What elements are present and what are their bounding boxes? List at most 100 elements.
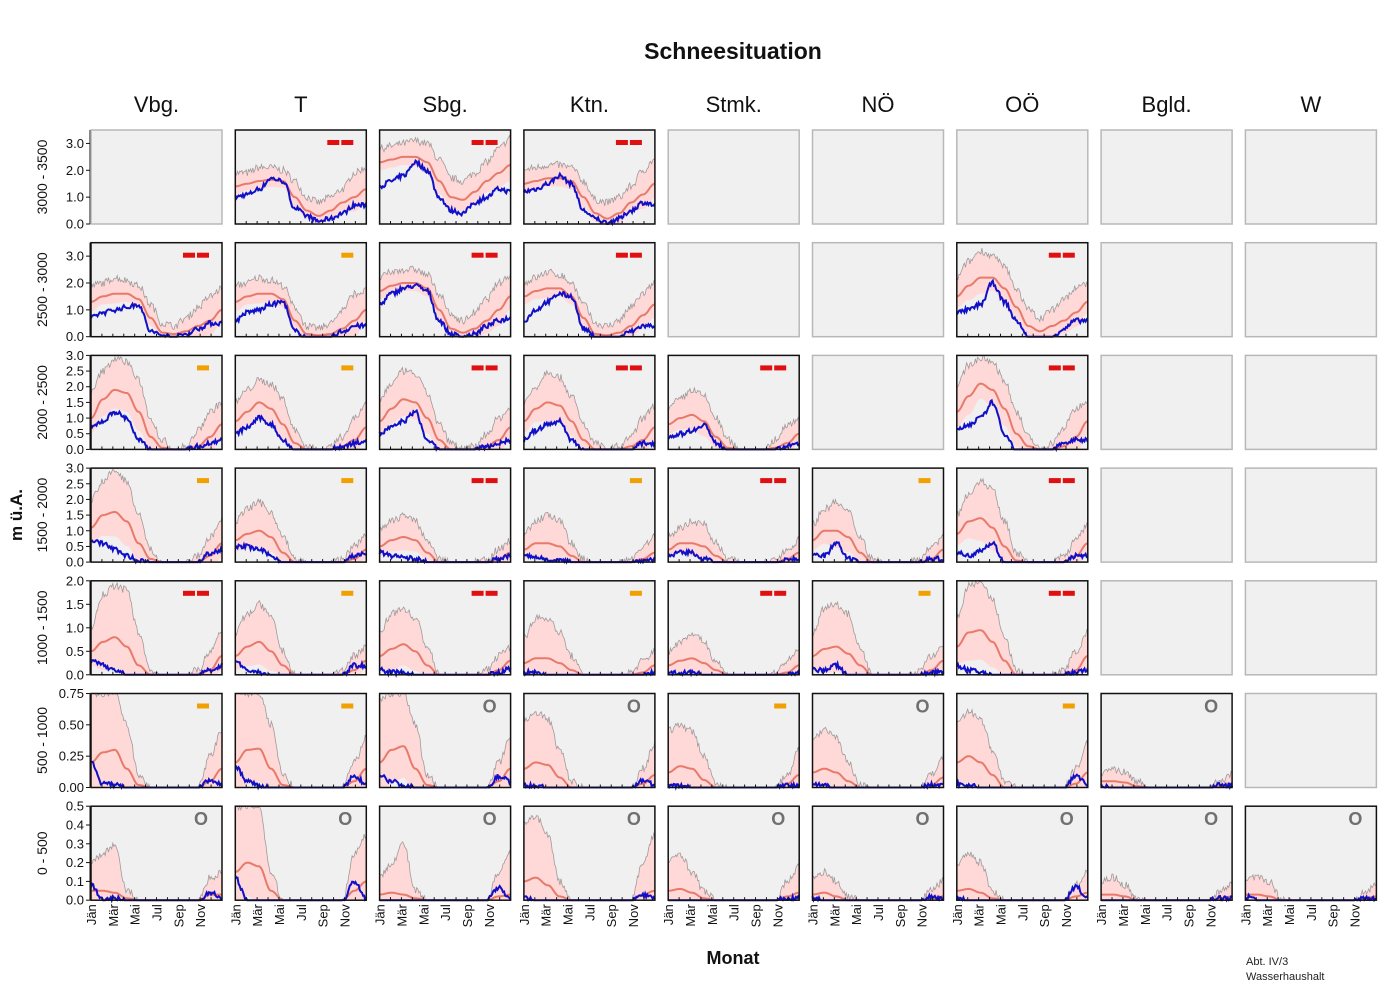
x-tick-label: Mai — [1282, 904, 1297, 925]
panel-border — [1244, 805, 1378, 901]
panel-border — [378, 580, 512, 676]
panel-border — [1244, 580, 1378, 676]
panel-border — [667, 580, 800, 676]
panel-border — [378, 692, 512, 789]
panel-border — [378, 805, 512, 901]
row-label-4: 1000 - 1500 — [34, 590, 50, 665]
status-red-dash — [471, 590, 484, 596]
max-line — [90, 274, 223, 331]
column-header-5: NÖ — [862, 92, 895, 117]
panel-border — [1244, 129, 1378, 225]
panel-border — [667, 805, 800, 901]
y-tick-label: 2.0 — [66, 379, 84, 394]
panel-border — [956, 805, 1089, 901]
panel-1-3 — [523, 241, 656, 341]
max-line — [234, 377, 367, 450]
x-tick-label: Mär — [250, 904, 265, 927]
column-header-1: T — [294, 92, 307, 117]
status-o-symbol: O — [627, 697, 641, 717]
percentile-band — [235, 274, 367, 337]
column-header-3: Ktn. — [570, 92, 609, 117]
x-tick-label: Jän — [1094, 904, 1109, 925]
panel-background — [812, 130, 944, 224]
row-label-3: 1500 - 2000 — [34, 478, 50, 553]
panel-border — [667, 241, 800, 338]
panel-border — [811, 129, 945, 225]
x-tick-label: Sep — [749, 904, 764, 927]
x-tick-label: Jul — [294, 904, 309, 921]
max-line — [379, 134, 511, 185]
median-line — [379, 155, 511, 201]
panel-2-2 — [378, 354, 512, 452]
panel-border — [523, 241, 656, 338]
panel-5-3: O — [523, 692, 656, 790]
panel-1-4 — [667, 241, 800, 338]
panel-1-1 — [234, 241, 368, 338]
status-red-dash — [485, 140, 498, 145]
percentile-band — [668, 387, 800, 450]
panel-3-5 — [811, 467, 945, 564]
y-tick-label: 0.50 — [59, 717, 84, 732]
panel-border — [523, 354, 656, 451]
status-red-dash — [1062, 252, 1075, 258]
y-tick-label: 0.1 — [66, 874, 84, 889]
panel-border — [1244, 467, 1378, 563]
current-season-line — [523, 171, 656, 227]
panel-border — [90, 692, 223, 789]
x-tick-label: Mär — [827, 904, 842, 927]
median-line — [235, 292, 367, 337]
panel-5-6 — [955, 692, 1089, 790]
panel-border — [1100, 241, 1233, 338]
panel-0-5 — [811, 129, 945, 225]
median-line — [523, 401, 656, 451]
current-season-line — [379, 158, 512, 218]
panel-border — [956, 241, 1089, 338]
max-line — [379, 366, 511, 451]
y-axis-label: m ü.A. — [7, 489, 26, 541]
row-label-1: 2500 - 3000 — [34, 252, 50, 327]
percentile-band — [956, 851, 1088, 901]
status-red-dash — [615, 140, 628, 145]
status-red-dash — [615, 365, 628, 371]
status-red-dash — [1048, 365, 1061, 371]
row-label-0: 3000 - 3500 — [34, 139, 50, 214]
panel-4-6 — [955, 580, 1089, 677]
panel-background — [1101, 242, 1233, 337]
status-red-dash — [183, 590, 195, 596]
percentile-band — [956, 581, 1088, 675]
panel-border — [811, 241, 945, 338]
panel-background — [1101, 355, 1233, 450]
status-red-dash — [774, 478, 787, 484]
panel-2-1 — [234, 354, 368, 452]
row-label-2: 2000 - 2500 — [34, 365, 50, 440]
y-tick-label: 1.0 — [66, 190, 84, 205]
percentile-band — [1101, 766, 1233, 788]
panel-border — [234, 129, 368, 225]
median-line — [523, 287, 656, 337]
x-tick-label: Jul — [1304, 904, 1319, 921]
max-line — [90, 581, 223, 676]
panel-1-5 — [811, 241, 945, 338]
y-tick-label: 0.2 — [66, 855, 84, 870]
panel-background — [1101, 806, 1233, 901]
max-line — [234, 163, 367, 205]
panel-0-1 — [234, 129, 368, 225]
status-o-symbol: O — [1060, 809, 1074, 829]
max-line — [379, 265, 511, 325]
y-tick-label: 0.4 — [66, 818, 84, 833]
status-red-dash — [197, 590, 209, 596]
status-red-dash — [774, 365, 787, 371]
x-tick-label: Jän — [373, 904, 388, 925]
x-tick-label: Sep — [460, 904, 475, 927]
status-red-dash — [1062, 478, 1075, 484]
status-orange-dash — [629, 478, 642, 484]
status-orange-dash — [341, 252, 354, 258]
status-o-symbol: O — [338, 809, 352, 829]
panel-3-4 — [667, 467, 800, 564]
panel-background — [1245, 580, 1377, 675]
y-tick-label: 1.0 — [66, 523, 84, 538]
max-line — [956, 477, 1088, 563]
status-red-dash — [471, 140, 484, 145]
x-tick-label: Sep — [316, 904, 331, 927]
panel-3-2 — [378, 467, 512, 565]
